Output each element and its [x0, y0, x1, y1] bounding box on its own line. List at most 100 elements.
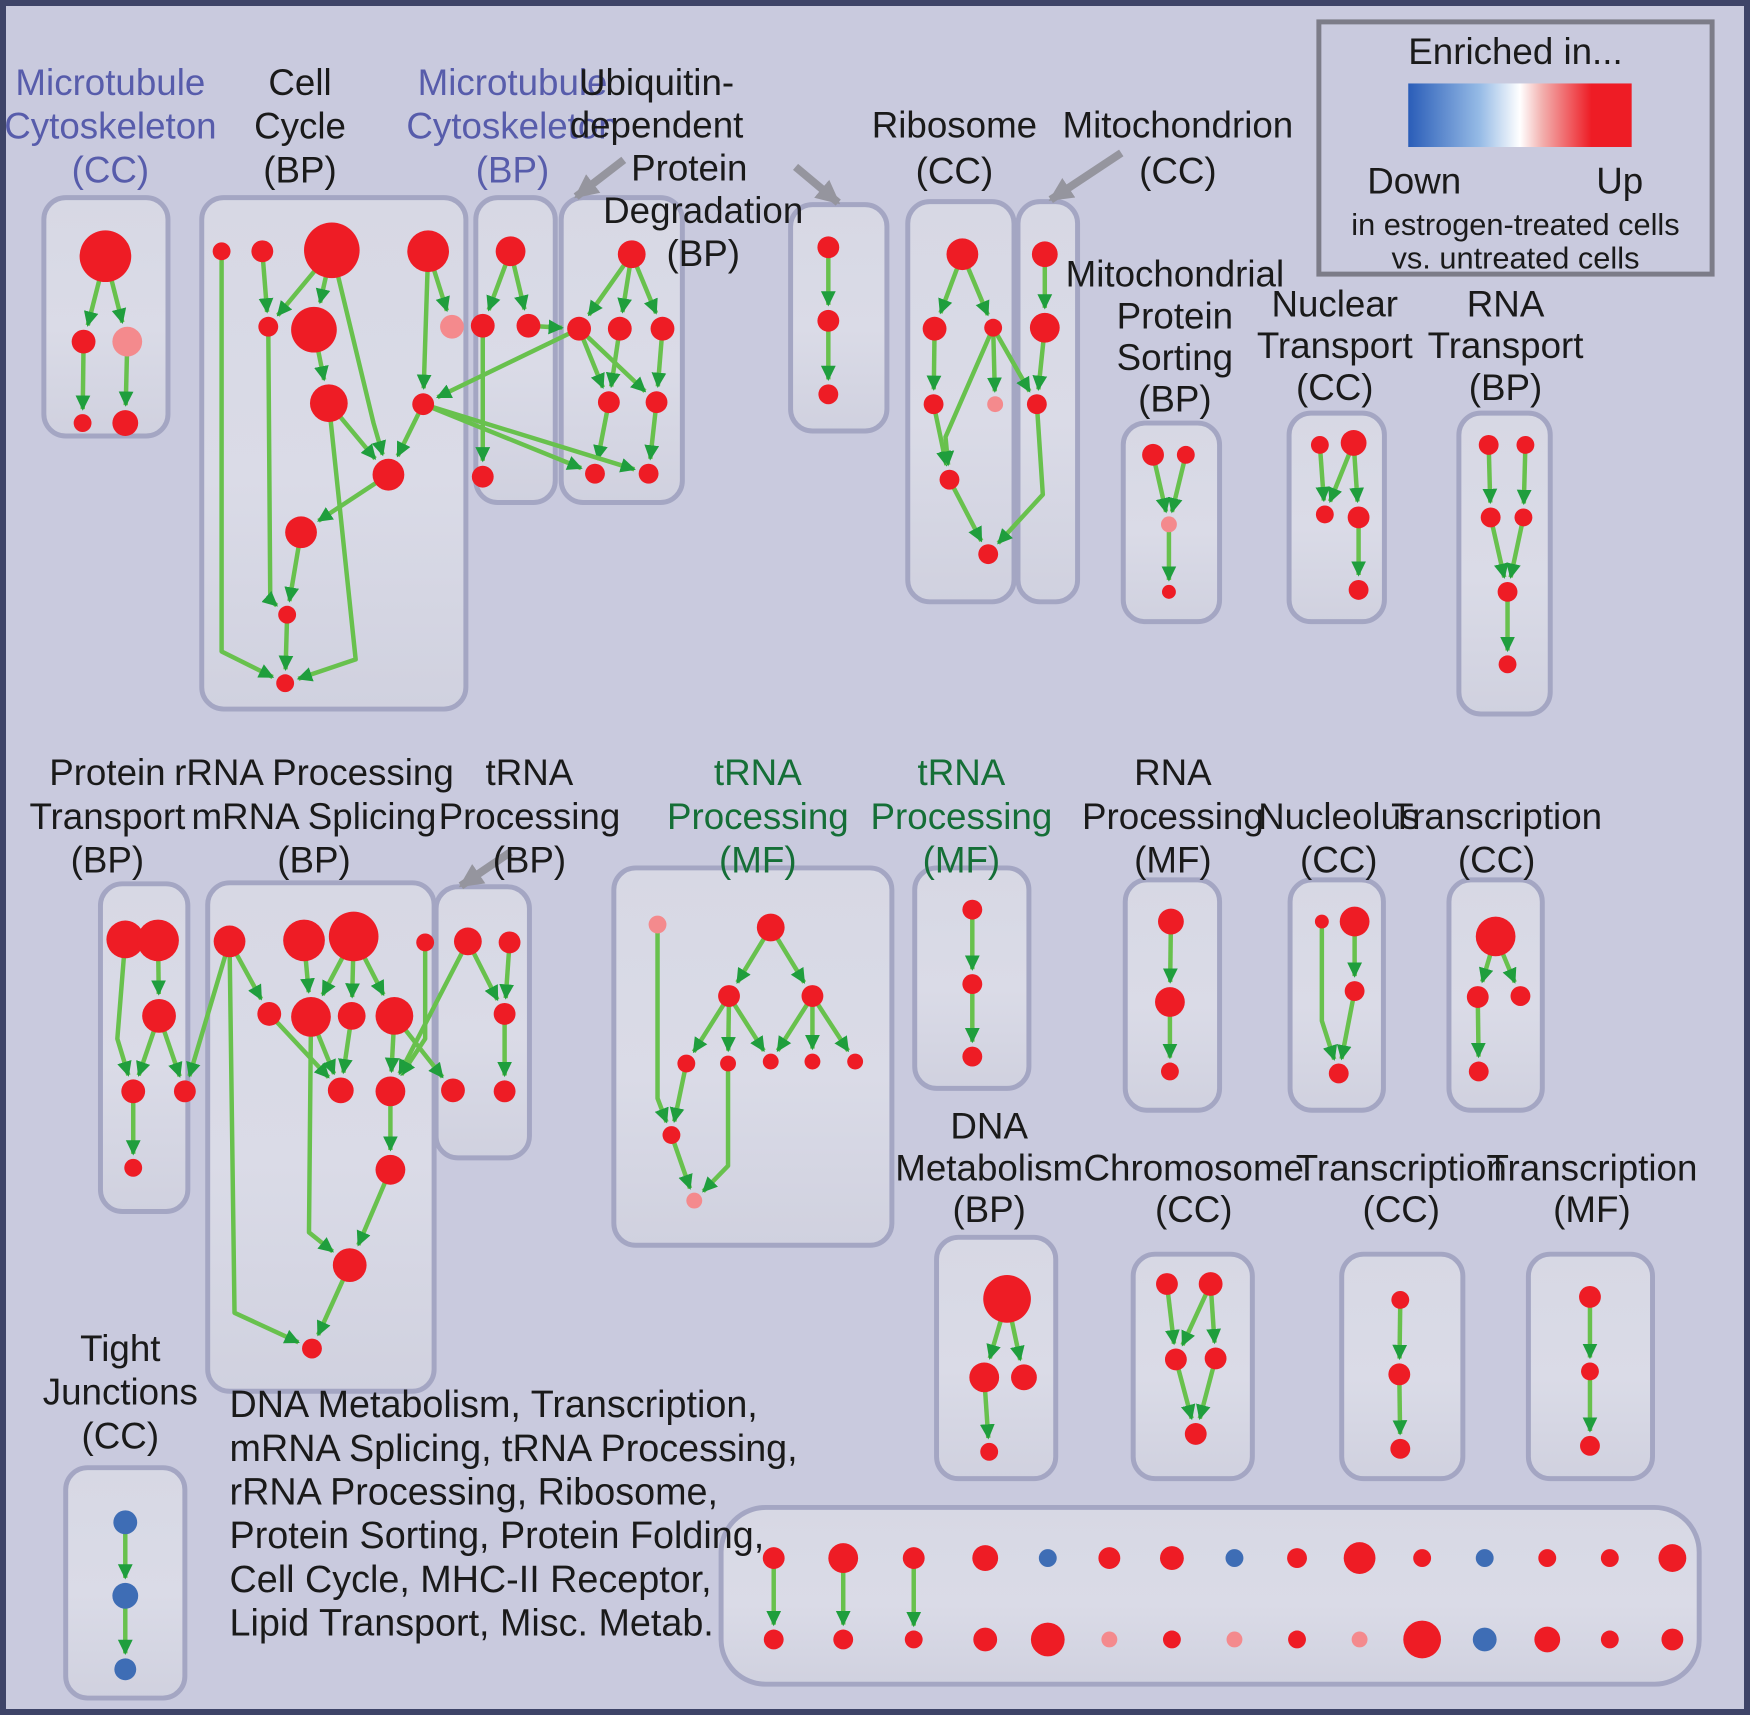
legend-title: Enriched in...: [1408, 31, 1622, 72]
go-term-node: [412, 393, 435, 416]
go-term-node: [416, 933, 435, 952]
cluster-box-ub1: [558, 195, 685, 505]
go-term-node: [607, 316, 632, 341]
edge-arrow: [1506, 516, 1526, 579]
go-term-node: [1287, 1548, 1307, 1568]
cluster-label-mps: Sorting: [1117, 337, 1233, 378]
go-term-node: [121, 1079, 146, 1104]
cluster-label-nuc: (CC): [1300, 839, 1378, 880]
go-term-node: [818, 384, 839, 405]
go-term-node: [251, 240, 274, 263]
edge-arrow: [278, 614, 294, 671]
go-term-node: [983, 1275, 1031, 1323]
go-term-node: [980, 1442, 999, 1461]
go-term-node: [302, 1338, 322, 1359]
go-term-node: [278, 605, 297, 624]
cluster-label-tj: Junctions: [43, 1372, 198, 1413]
go-term-node: [1101, 1631, 1118, 1648]
go-term-node: [493, 1002, 516, 1025]
go-term-node: [1658, 1544, 1687, 1572]
cluster-label-tmf2: tRNA: [918, 752, 1006, 793]
cluster-label-rib: Ribosome: [872, 105, 1037, 146]
edge-arrow: [654, 924, 669, 1124]
edge-arrow: [219, 251, 275, 680]
misc-cluster-list-text: Cell Cycle, MHC-II Receptor,: [230, 1558, 712, 1600]
go-term-node: [73, 414, 92, 432]
cluster-label-mps: (BP): [1138, 379, 1211, 420]
go-term-node: [762, 1053, 779, 1070]
misc-cluster-list-text: Protein Sorting, Protein Folding,: [230, 1514, 765, 1556]
go-term-node: [987, 396, 1004, 413]
cluster-box-mt_cc: [41, 195, 171, 439]
edge-arrow: [422, 402, 583, 471]
go-term-node: [833, 1629, 854, 1650]
go-term-node: [677, 1054, 696, 1073]
go-term-node: [173, 1080, 196, 1103]
go-term-node: [332, 1248, 367, 1283]
go-term-node: [1497, 581, 1518, 602]
go-term-node: [1159, 1546, 1184, 1570]
go-term-node: [1600, 1549, 1619, 1568]
go-term-node: [904, 1630, 923, 1649]
cluster-label-mt_bp: Cytoskeleton: [406, 106, 618, 147]
go-term-node: [471, 465, 494, 488]
go-term-node: [1347, 506, 1370, 529]
go-term-node: [847, 1053, 864, 1070]
go-term-node: [1315, 505, 1334, 524]
go-term-node: [304, 222, 360, 279]
go-term-node: [648, 915, 667, 934]
go-term-node: [495, 236, 526, 267]
go-term-node: [137, 919, 179, 962]
label-pointer-arrow: [573, 156, 627, 200]
go-term-node: [470, 313, 495, 338]
go-term-node: [337, 1001, 366, 1030]
go-term-node: [309, 384, 348, 423]
cluster-label-rt: Transport: [1428, 325, 1584, 366]
legend-box: [1316, 19, 1715, 277]
go-term-node: [1534, 1626, 1561, 1653]
edge-arrow: [987, 327, 1002, 393]
cluster-label-ub1: Ubiquitin-: [579, 62, 734, 103]
label-pointer-arrow: [793, 163, 841, 206]
cluster-box-nt: [1286, 410, 1387, 625]
cluster-label-tmf3: Transcription: [1486, 1147, 1697, 1188]
go-term-node: [1160, 1062, 1179, 1081]
edge-arrow: [267, 1012, 331, 1079]
go-term-node: [1164, 1348, 1187, 1371]
cluster-label-ub1: Degradation: [603, 190, 803, 231]
go-term-node: [597, 391, 620, 414]
misc-cluster-list-text: rRNA Processing, Ribosome,: [230, 1471, 718, 1513]
edge-arrow: [436, 326, 581, 400]
go-term-node: [258, 316, 279, 337]
edge-arrow: [186, 940, 232, 1078]
go-term-node: [1176, 445, 1195, 464]
cluster-label-mt_cc: Microtubule: [15, 62, 205, 103]
cluster-box-dnam: [934, 1234, 1059, 1482]
go-term-node: [1340, 430, 1367, 456]
cluster-label-pt: (BP): [71, 839, 144, 880]
go-term-node: [1348, 579, 1369, 600]
go-term-node: [969, 1362, 1000, 1393]
go-term-node: [112, 1582, 139, 1609]
go-term-node: [112, 326, 143, 357]
cluster-label-tc2: (CC): [1458, 839, 1536, 880]
cluster-box-tbp: [433, 884, 532, 1161]
go-term-node: [1475, 916, 1516, 957]
go-term-node: [720, 1055, 736, 1072]
go-term-node: [1390, 1438, 1411, 1459]
edge-arrow: [397, 940, 470, 1076]
go-network-figure: MicrotubuleCytoskeleton(CC)CellCycle(BP)…: [6, 19, 1715, 1701]
cluster-label-rt: (BP): [1469, 367, 1542, 408]
cluster-label-tj: (CC): [82, 1415, 160, 1456]
go-term-node: [939, 469, 960, 490]
cluster-label-mito: Mitochondrion: [1062, 105, 1293, 146]
go-term-node: [902, 1547, 925, 1569]
go-term-node: [1472, 1627, 1497, 1652]
go-term-node: [923, 394, 944, 415]
cluster-label-ub1: dependent: [570, 105, 744, 146]
go-term-node: [756, 913, 785, 942]
legend-gradient-bar: [1408, 83, 1632, 148]
edge-arrow: [1315, 444, 1331, 503]
go-term-node: [1600, 1630, 1619, 1649]
cluster-label-nt: (CC): [1296, 367, 1374, 408]
